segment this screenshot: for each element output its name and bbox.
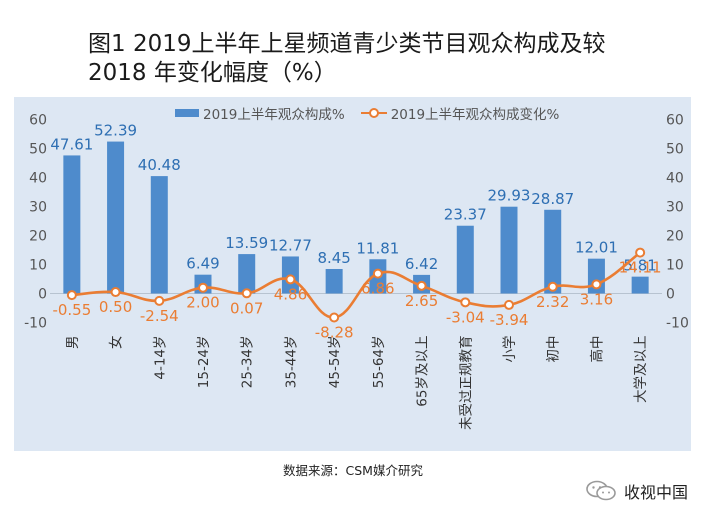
y-right-tick: 10 xyxy=(666,258,684,274)
legend-label-line: 2019上半年观众构成变化% xyxy=(390,107,560,123)
y-left-tick: 30 xyxy=(29,200,47,216)
y-left-tick: 0 xyxy=(38,287,47,303)
bar-value-label: 8.45 xyxy=(317,249,350,267)
y-left-tick: 10 xyxy=(29,258,47,274)
y-right-tick: 40 xyxy=(666,171,684,187)
x-tick-label: 15-24岁 xyxy=(196,336,212,389)
line-value-label: -8.28 xyxy=(315,324,354,342)
x-tick-label: 女 xyxy=(108,336,125,350)
line-point xyxy=(635,247,646,258)
bar-value-label: 29.93 xyxy=(488,187,531,205)
line-point xyxy=(372,268,383,279)
x-tick-label: 男 xyxy=(65,336,81,350)
y-right-tick: 50 xyxy=(666,142,684,158)
bar xyxy=(325,268,343,294)
y-left-tick: 40 xyxy=(29,171,47,187)
bar xyxy=(107,141,125,294)
line-value-label: 0.07 xyxy=(230,299,263,317)
chart-title: 图1 2019上半年上星频道青少类节目观众构成及较 2018 年变化幅度（%） xyxy=(88,30,688,88)
bar xyxy=(456,225,474,294)
line-point xyxy=(198,282,208,293)
line-value-label: 6.86 xyxy=(361,280,394,298)
line-point xyxy=(154,295,165,306)
title-line-1: 图1 2019上半年上星频道青少类节目观众构成及较 xyxy=(88,31,606,57)
line-value-label: 4.86 xyxy=(274,285,307,303)
line-point xyxy=(416,280,427,291)
legend-item-bars: 2019上半年观众构成% xyxy=(175,103,345,123)
x-tick-label: 55-64岁 xyxy=(371,336,387,389)
bar xyxy=(238,254,256,294)
line-point xyxy=(110,287,121,298)
x-tick-label: 大学及以上 xyxy=(633,336,649,404)
bar xyxy=(500,206,518,294)
line-value-label: -2.54 xyxy=(140,307,179,325)
change-line xyxy=(71,251,641,319)
x-tick-label: 未受过正规教育 xyxy=(458,336,474,431)
bar-value-label: 11.81 xyxy=(356,239,399,257)
line-point xyxy=(547,281,558,292)
y-left-tick: 60 xyxy=(29,113,47,129)
bar-value-label: 52.39 xyxy=(94,122,137,140)
bar-value-label: 23.37 xyxy=(444,206,487,224)
wechat-icon xyxy=(586,480,616,501)
line-point xyxy=(591,279,602,290)
line-value-label: 3.16 xyxy=(580,290,613,308)
y-right-tick: -10 xyxy=(666,316,689,332)
bar-value-label: 6.49 xyxy=(186,255,219,273)
line-value-label: -3.94 xyxy=(490,311,529,329)
legend-line-swatch xyxy=(360,108,387,118)
line-value-label: 14.11 xyxy=(619,259,662,277)
chart-panel xyxy=(14,97,691,451)
x-tick-label: 65岁及以上 xyxy=(415,336,431,407)
line-point xyxy=(329,312,340,323)
legend-label-bars: 2019上半年观众构成% xyxy=(203,107,345,123)
y-left-tick: -10 xyxy=(24,316,47,332)
bar-value-label: 40.48 xyxy=(138,156,181,174)
title-line-2: 2018 年变化幅度（%） xyxy=(88,60,337,86)
y-right-tick: 20 xyxy=(666,229,684,245)
line-point xyxy=(460,297,471,308)
legend: 2019上半年观众构成% 2019上半年观众构成变化% xyxy=(175,103,559,123)
line-value-label: -0.55 xyxy=(52,301,91,319)
y-left-tick: 20 xyxy=(29,229,47,245)
y-right-tick: 0 xyxy=(666,287,675,303)
bar-value-label: 28.87 xyxy=(531,190,574,208)
bar xyxy=(631,276,649,294)
y-left-tick: 50 xyxy=(29,142,47,158)
bar-value-label: 13.59 xyxy=(225,234,268,252)
y-right-tick: 60 xyxy=(666,113,684,129)
brand: 收视中国 xyxy=(584,479,688,503)
line-value-label: -3.04 xyxy=(446,308,485,326)
line-point xyxy=(285,274,296,285)
line-point xyxy=(241,288,252,299)
x-tick-label: 35-44岁 xyxy=(283,336,299,389)
bar xyxy=(544,209,562,294)
line-value-label: 0.50 xyxy=(99,298,132,316)
bar xyxy=(63,155,81,294)
bar xyxy=(150,176,168,294)
y-right-tick: 30 xyxy=(666,200,684,216)
source-note: 数据来源：CSM媒介研究 xyxy=(283,463,423,478)
line-point xyxy=(504,299,514,310)
x-tick-label: 45-54岁 xyxy=(327,336,343,389)
x-tick-label: 25-34岁 xyxy=(240,336,256,389)
bar-value-label: 12.77 xyxy=(269,236,312,254)
bar-value-label: 12.01 xyxy=(575,239,618,257)
legend-bar-swatch xyxy=(175,109,199,117)
legend-item-line: 2019上半年观众构成变化% xyxy=(360,103,560,123)
line-value-label: 2.65 xyxy=(405,292,438,310)
line-value-label: 2.00 xyxy=(186,294,219,312)
x-tick-label: 高中 xyxy=(588,336,605,363)
brand-name: 收视中国 xyxy=(624,483,689,502)
x-tick-label: 初中 xyxy=(545,336,562,363)
bar-value-label: 47.61 xyxy=(50,135,93,153)
bar-value-label: 6.42 xyxy=(405,255,438,273)
x-tick-label: 4-14岁 xyxy=(152,336,168,380)
x-tick-label: 小学 xyxy=(502,336,518,363)
line-point xyxy=(66,290,77,301)
line-value-label: 2.32 xyxy=(536,293,569,311)
